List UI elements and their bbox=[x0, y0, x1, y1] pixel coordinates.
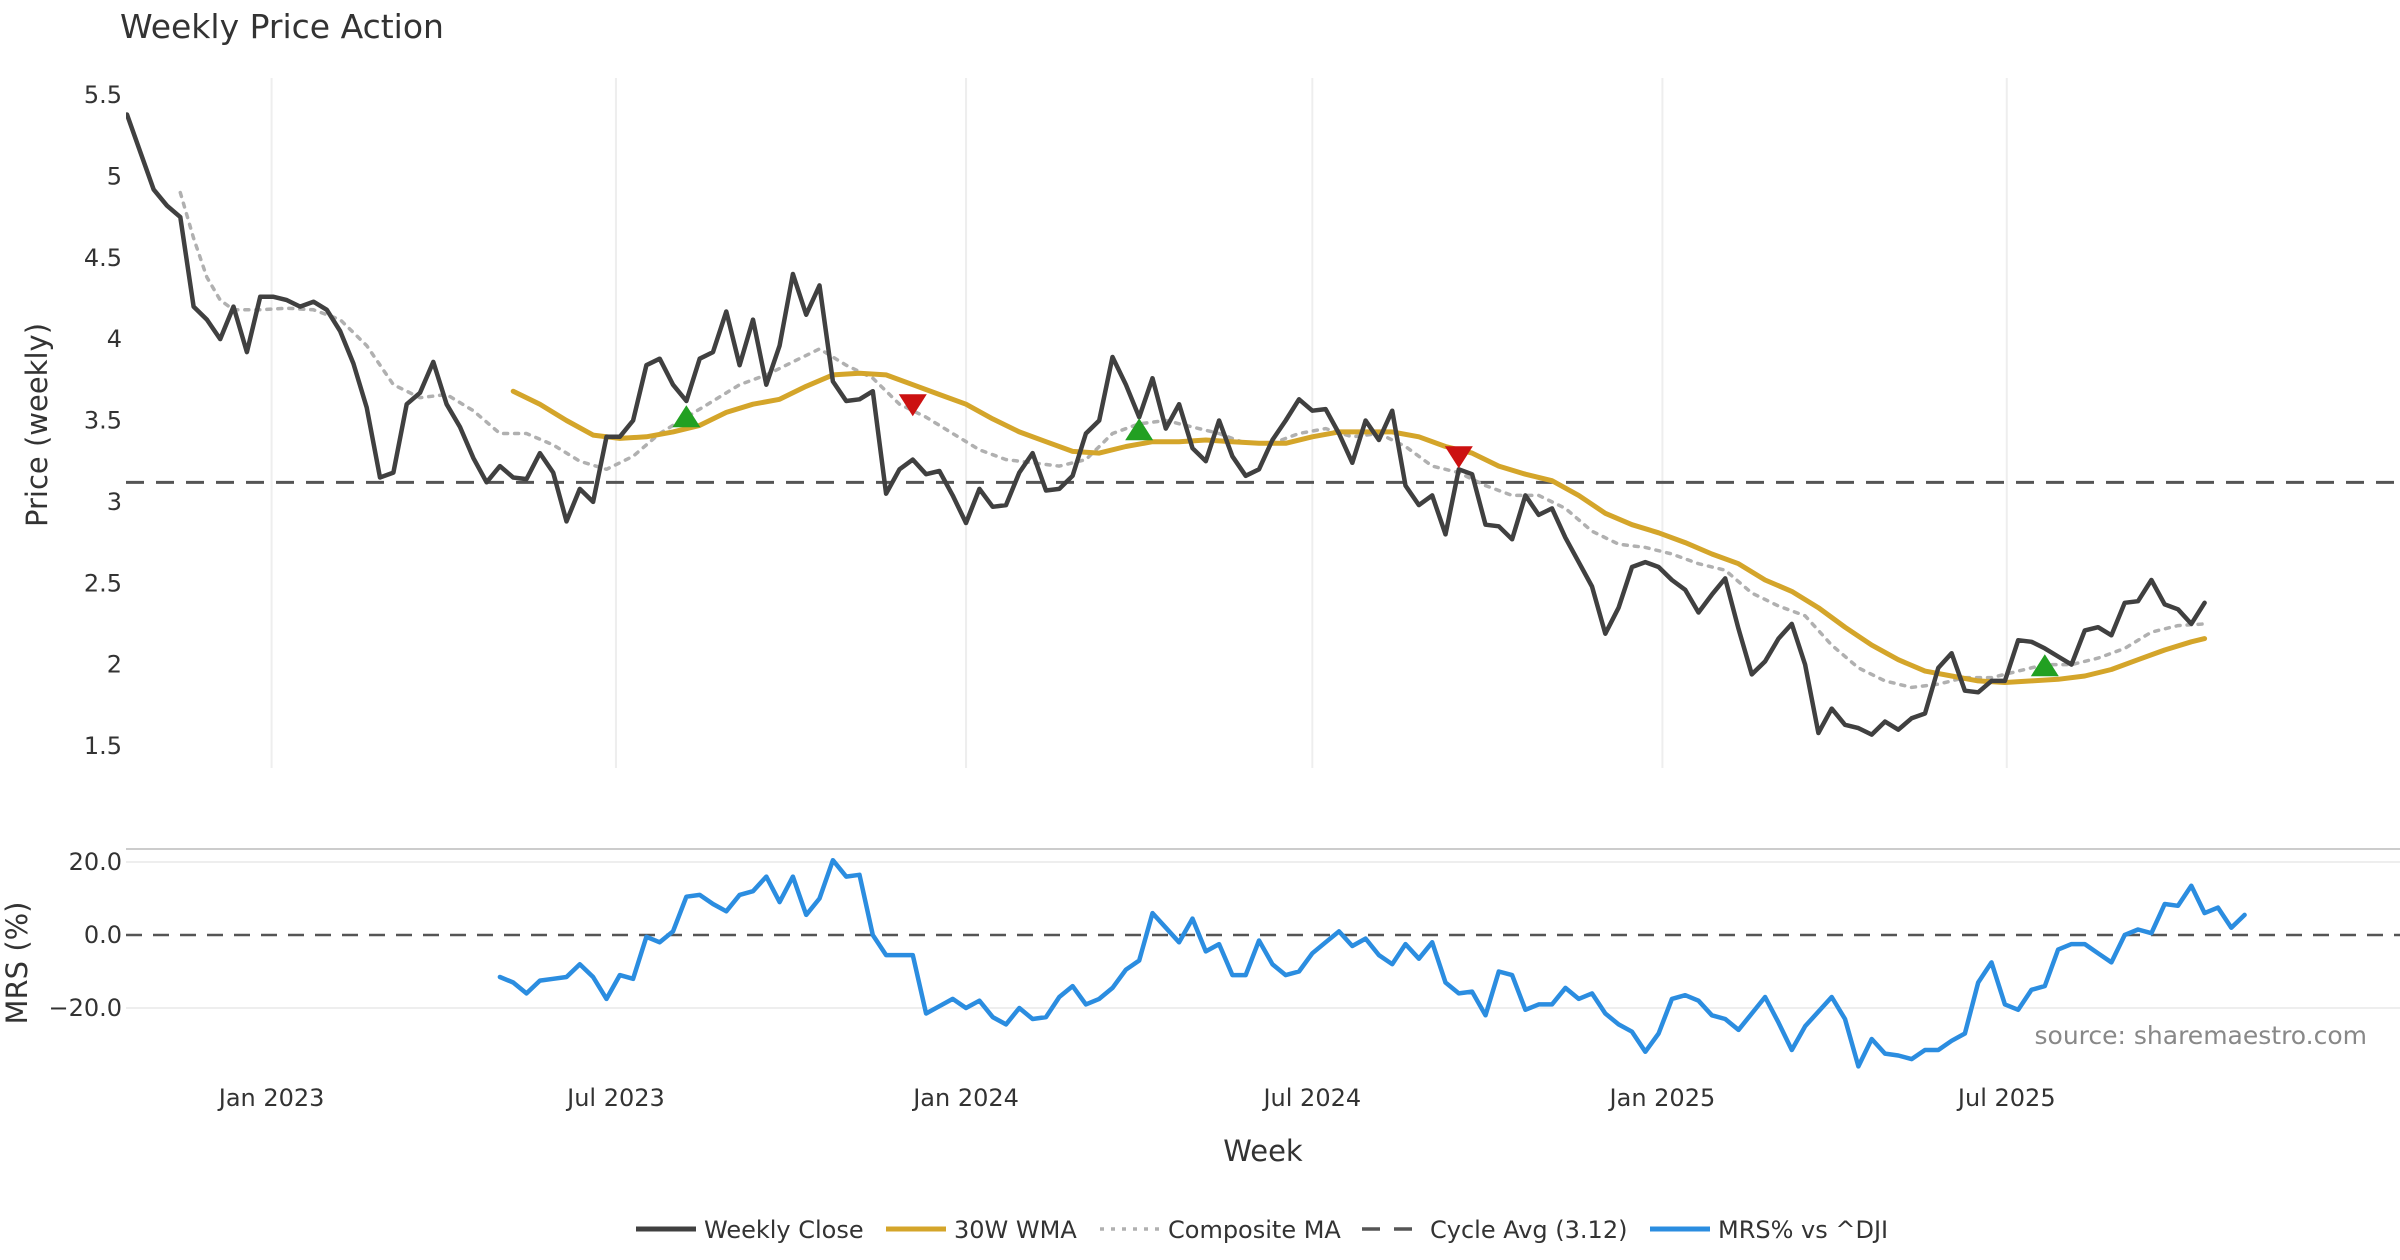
price-y-tick-label: 5.5 bbox=[84, 81, 122, 109]
price-y-axis-label: Price (weekly) bbox=[20, 323, 54, 527]
buy-signal-marker bbox=[1125, 418, 1154, 441]
x-tick-label: Jul 2025 bbox=[1956, 1084, 2056, 1112]
x-tick-label: Jan 2024 bbox=[911, 1084, 1019, 1112]
sell-signal-marker bbox=[898, 394, 927, 417]
price-y-tick-label: 4.5 bbox=[84, 244, 122, 272]
wma-30w-line bbox=[510, 370, 2208, 685]
x-tick-label: Jul 2023 bbox=[565, 1084, 665, 1112]
x-axis-label: Week bbox=[1223, 1134, 1303, 1168]
price-y-tick-label: 4 bbox=[107, 325, 122, 353]
price-y-tick-label: 2.5 bbox=[84, 569, 122, 597]
price-y-tick-label: 2 bbox=[107, 651, 122, 679]
mrs-panel: 20.0 0.0 −20.0 MRS (%) source: sharemaestr… bbox=[0, 848, 2400, 1069]
mrs-y-tick-labels: 20.0 0.0 −20.0 bbox=[48, 848, 122, 1022]
x-tick-labels: Jan 2023 Jul 2023 Jan 2024 Jul 2024 Jan 2025… bbox=[217, 1084, 2056, 1112]
chart-title: Weekly Price Action bbox=[120, 7, 444, 46]
weekly-close-line bbox=[126, 112, 2207, 737]
mrs-y-axis-label: MRS (%) bbox=[0, 902, 34, 1025]
price-y-tick-label: 3 bbox=[107, 488, 122, 516]
price-y-tick-labels: 1.5 2 2.5 3 3.5 4 4.5 5 5.5 bbox=[84, 81, 122, 760]
legend-label: Weekly Close bbox=[704, 1216, 864, 1244]
buy-signal-marker bbox=[672, 405, 701, 428]
mrs-series-group bbox=[497, 857, 2247, 1069]
sell-signal-marker bbox=[1444, 446, 1473, 469]
x-tick-label: Jul 2024 bbox=[1261, 1084, 1361, 1112]
signal-markers bbox=[672, 394, 2059, 677]
mrs-y-tick-label: 0.0 bbox=[84, 921, 122, 949]
legend: Weekly Close 30W WMA Composite MA Cycle Avg… bbox=[636, 1216, 1888, 1244]
price-y-tick-label: 1.5 bbox=[84, 732, 122, 760]
x-tick-label: Jan 2023 bbox=[217, 1084, 325, 1112]
mrs-line bbox=[497, 857, 2247, 1069]
legend-label: MRS% vs ^DJI bbox=[1718, 1216, 1888, 1244]
source-note: source: sharemaestro.com bbox=[2035, 1021, 2368, 1050]
buy-signal-marker bbox=[2030, 654, 2059, 677]
price-x-gridlines bbox=[270, 78, 2008, 768]
mrs-y-tick-label: 20.0 bbox=[69, 848, 122, 876]
x-tick-label: Jan 2025 bbox=[1608, 1084, 1716, 1112]
legend-label: Composite MA bbox=[1168, 1216, 1341, 1244]
price-series-group bbox=[126, 112, 2208, 737]
price-y-tick-label: 3.5 bbox=[84, 407, 122, 435]
legend-label: Cycle Avg (3.12) bbox=[1430, 1216, 1627, 1244]
mrs-y-tick-label: −20.0 bbox=[48, 994, 122, 1022]
legend-label: 30W WMA bbox=[954, 1216, 1077, 1244]
price-y-tick-label: 5 bbox=[107, 162, 122, 190]
price-panel: 1.5 2 2.5 3 3.5 4 4.5 5 5.5 Price (weekly) bbox=[20, 78, 2400, 768]
